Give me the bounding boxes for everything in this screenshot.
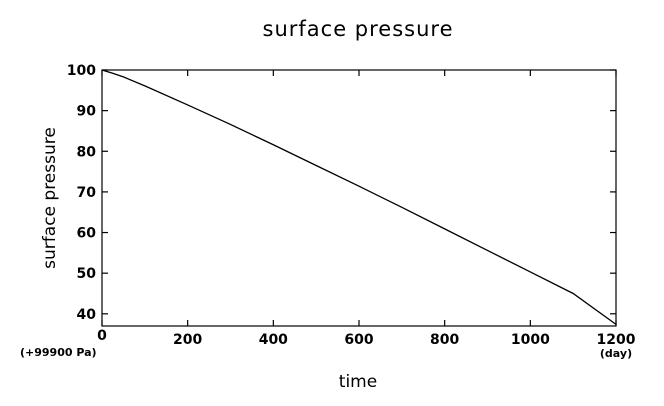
x-tick-label-2: 400 [259, 332, 288, 348]
y-tick-label-1: 50 [77, 266, 97, 282]
y-tick-label-3: 70 [77, 185, 97, 201]
y-offset-label: (+99900 Pa) [20, 346, 97, 359]
x-unit-label: (day) [600, 347, 632, 360]
x-tick-label-0: 0 [97, 328, 107, 344]
series-line-surface-pressure [101, 69, 617, 325]
x-tick-label-5: 1000 [511, 332, 550, 348]
chart-title: surface pressure [263, 17, 454, 41]
x-axis-ticks: 0 200 400 600 800 1000 1200 [97, 70, 636, 348]
x-tick-label-4: 800 [430, 332, 459, 348]
y-axis-label: surface pressure [40, 127, 60, 269]
y-tick-label-4: 80 [77, 144, 97, 160]
x-axis-label: time [339, 372, 377, 392]
plot-frame [101, 69, 617, 327]
y-tick-label-2: 60 [77, 226, 97, 242]
y-tick-label-5: 90 [77, 104, 97, 120]
y-tick-label-0: 40 [77, 307, 97, 323]
x-tick-label-1: 200 [173, 332, 202, 348]
y-tick-label-6: 100 [67, 63, 96, 79]
y-axis-ticks: 40 50 60 70 80 90 100 [67, 63, 616, 323]
x-tick-label-3: 600 [344, 332, 373, 348]
x-tick-label-6: 1200 [597, 332, 636, 348]
